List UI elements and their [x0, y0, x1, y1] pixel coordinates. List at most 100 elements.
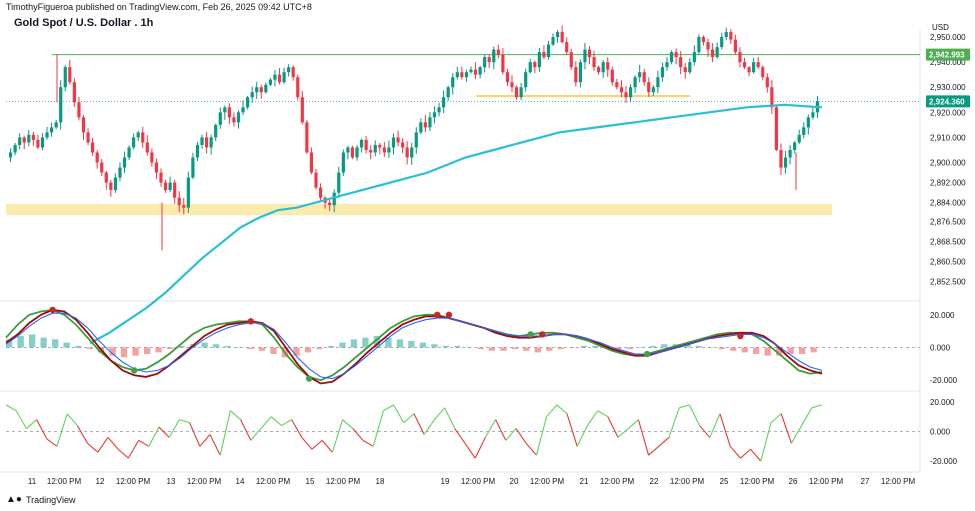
price-tick-label: 2,950.000	[930, 33, 966, 42]
histogram-bar	[86, 347, 93, 350]
candle-body	[697, 37, 701, 53]
candle-body	[569, 52, 573, 68]
rsi-segment	[454, 428, 466, 444]
time-tick-label: 11	[28, 477, 37, 486]
candle-body	[619, 87, 624, 93]
time-tick-label: 12:00 PM	[47, 477, 82, 486]
candle-body	[118, 167, 122, 178]
oscillator-line	[5, 312, 823, 380]
price-tick-label: 2,900.000	[930, 159, 966, 168]
candle-body	[136, 132, 140, 138]
rsi-segment	[464, 443, 476, 459]
candle-body	[679, 57, 683, 68]
price-tick-label: 2,930.000	[930, 83, 966, 92]
price-label-box	[926, 48, 970, 61]
histogram-bar	[580, 345, 587, 348]
rsi-pane	[5, 404, 920, 462]
candle-body	[300, 97, 304, 123]
candle-body	[774, 107, 779, 150]
rsi-segment	[383, 404, 394, 412]
candle-body	[18, 137, 22, 145]
oscillator-tick-label: 0.000	[930, 344, 951, 353]
candle-body	[601, 62, 605, 73]
candle-body	[373, 144, 377, 153]
candle-body	[186, 177, 190, 208]
price-tick-label: 2,884.000	[930, 199, 966, 208]
candle-body	[551, 37, 555, 45]
signal-dot	[247, 318, 254, 325]
candle-body	[628, 87, 633, 98]
signal-dot	[737, 332, 744, 340]
candle-body	[597, 67, 601, 73]
rsi-segment	[515, 428, 527, 444]
candle-body	[806, 117, 810, 128]
histogram-bar	[799, 347, 806, 355]
histogram-bar	[385, 337, 392, 348]
signal-dot	[305, 375, 313, 382]
candle-body	[95, 152, 99, 163]
candle-body	[364, 139, 368, 150]
rsi-segment	[342, 419, 354, 429]
rsi-segment	[46, 438, 58, 447]
histogram-bar	[373, 336, 381, 348]
histogram-bar	[224, 345, 231, 348]
footer[interactable]: ▲● TradingView	[6, 494, 75, 505]
rsi-segment	[15, 410, 27, 429]
rsi-segment	[637, 419, 650, 456]
candle-body	[756, 62, 760, 68]
rsi-segment	[270, 416, 282, 426]
rsi-segment	[648, 445, 660, 456]
candle-body	[428, 117, 432, 128]
time-tick-label: 12:00 PM	[809, 477, 844, 486]
candle-body	[442, 97, 446, 108]
histogram-bar	[132, 347, 139, 356]
rsi-segment	[87, 442, 99, 453]
symbol-title[interactable]: Gold Spot / U.S. Dollar . 1h	[14, 17, 154, 29]
candle-body	[346, 147, 350, 153]
time-tick-label: 26	[789, 477, 798, 486]
candle-body	[437, 107, 441, 113]
candle-body	[710, 49, 715, 58]
histogram-bar	[419, 342, 427, 348]
rsi-segment	[117, 448, 129, 459]
histogram-bar	[707, 347, 714, 348]
rsi-segment	[36, 419, 48, 440]
time-tick-label: 12:00 PM	[187, 477, 222, 486]
candle-body	[268, 79, 272, 85]
rsi-segment	[433, 407, 446, 421]
rsi-segment	[331, 419, 344, 453]
rsi-segment	[709, 413, 721, 438]
candle-body	[182, 205, 186, 208]
rsi-tick-label: 0.000	[930, 428, 951, 437]
currency-label[interactable]: USD	[932, 23, 949, 32]
candle-body	[587, 49, 592, 58]
histogram-bar	[465, 347, 473, 348]
candle-body	[191, 157, 195, 178]
histogram-bar	[741, 347, 748, 353]
oscillator-pane	[5, 306, 920, 385]
candle-body	[765, 77, 769, 88]
candle-body	[647, 82, 651, 93]
histogram-bar	[166, 347, 174, 350]
time-tick-label: 12:00 PM	[670, 477, 705, 486]
rsi-segment	[291, 419, 303, 438]
candle-body	[788, 149, 792, 158]
histogram-bar	[74, 345, 82, 348]
time-tick-label: 21	[580, 477, 589, 486]
rsi-segment	[505, 428, 517, 441]
candle-body	[223, 107, 227, 113]
rsi-segment	[729, 445, 741, 459]
candle-body	[423, 122, 427, 128]
time-axis: 11 12:00 PM 12 12:00 PM 13 12:00 PM 14 12:00 PM…	[28, 477, 916, 486]
candle-body	[218, 112, 222, 125]
candle-body	[391, 137, 396, 148]
candle-body	[496, 49, 500, 55]
rsi-segment	[525, 442, 537, 456]
rsi-segment	[230, 410, 241, 421]
candle-body	[556, 32, 560, 38]
rsi-segment	[760, 422, 772, 462]
rsi-segment	[66, 413, 78, 426]
candle-body	[483, 57, 487, 68]
candle-body	[501, 54, 505, 73]
